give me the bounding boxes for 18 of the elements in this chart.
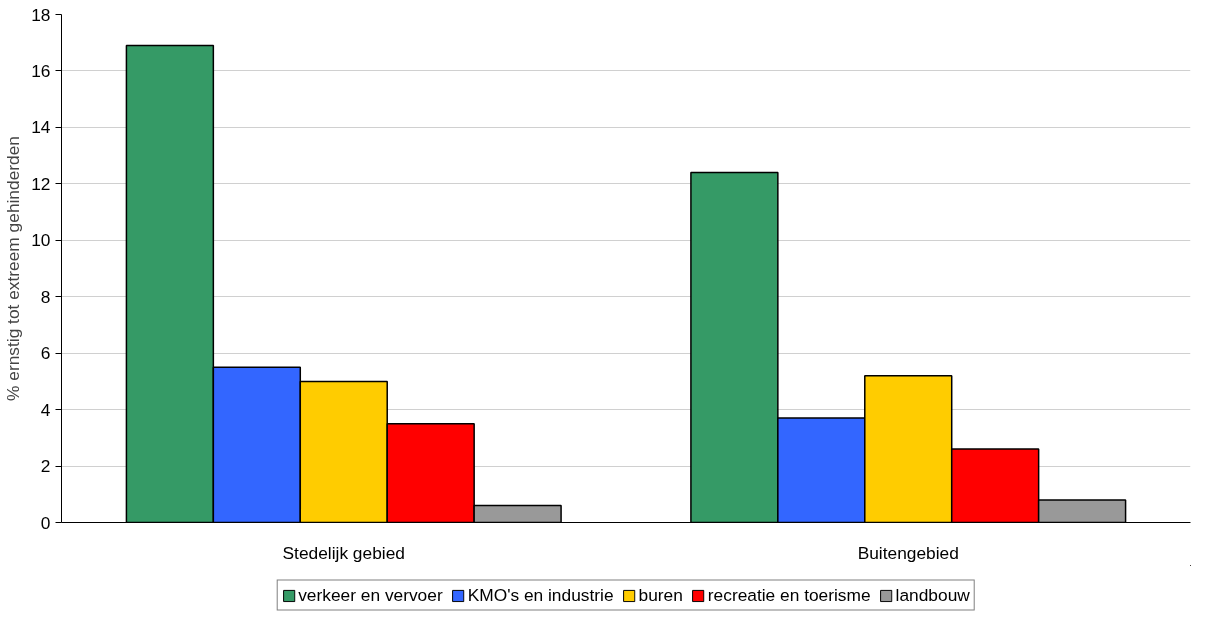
y-tick-label: 8 [40, 286, 51, 307]
legend-label: recreatie en toerisme [707, 584, 871, 606]
y-tick-label: 6 [40, 343, 51, 364]
y-tick-label: 14 [31, 117, 51, 138]
legend-label: landbouw [895, 584, 970, 606]
y-tick-label: 16 [31, 60, 51, 81]
y-tick-label: 10 [31, 230, 51, 251]
y-tick-label: 2 [40, 456, 51, 477]
y-tick-label: 18 [31, 4, 51, 25]
y-axis-title: % ernstig tot extreem gehinderden [3, 136, 24, 401]
y-tick-label: 0 [40, 512, 51, 533]
x-tick-label: Buitengebied [857, 542, 959, 563]
y-tick-label: 12 [31, 173, 51, 194]
x-tick-label: Stedelijk gebied [282, 542, 405, 563]
y-tick-label: 4 [40, 399, 51, 420]
legend-label: verkeer en vervoer [298, 584, 443, 606]
legend-label: buren [638, 584, 683, 606]
legend-label: KMO's en industrie [467, 584, 614, 606]
